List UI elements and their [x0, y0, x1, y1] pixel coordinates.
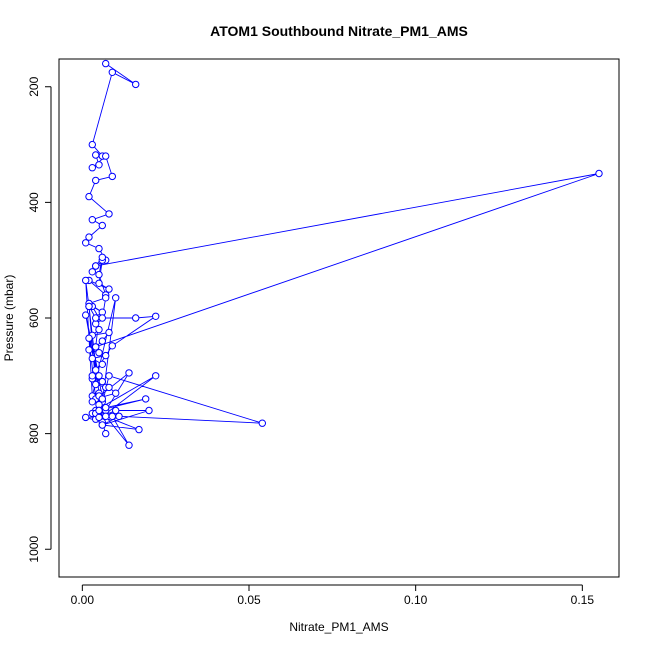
- data-point: [88, 398, 97, 406]
- data-point: [98, 377, 107, 386]
- data-point: [95, 406, 103, 415]
- data-point: [98, 221, 107, 230]
- data-point: [92, 176, 100, 185]
- data-point: [595, 169, 603, 178]
- data-point: [92, 343, 100, 351]
- data-point: [102, 152, 110, 160]
- data-point: [88, 164, 97, 172]
- data-point: [88, 216, 97, 224]
- data-point: [98, 360, 107, 368]
- data-point: [102, 294, 110, 302]
- data-point: [108, 172, 117, 181]
- data-point: [82, 239, 90, 247]
- data-point: [92, 314, 100, 322]
- data-point: [112, 406, 120, 415]
- data-point: [108, 412, 117, 420]
- data-point: [108, 342, 117, 350]
- series-line: [85, 63, 600, 446]
- data-point: [125, 441, 133, 449]
- plot-area: [82, 59, 603, 449]
- data-point: [105, 285, 113, 293]
- data-point: [85, 334, 93, 342]
- data-point: [95, 413, 103, 422]
- x-axis-label: Nitrate_PM1_AMS: [289, 620, 388, 634]
- y-tick-label: 400: [27, 192, 41, 212]
- data-point: [112, 294, 120, 302]
- data-point: [88, 372, 97, 380]
- data-point: [102, 351, 110, 360]
- x-tick-label: 0.10: [404, 593, 428, 607]
- data-point: [108, 68, 117, 77]
- data-point: [102, 412, 110, 420]
- y-tick-label: 800: [27, 423, 41, 443]
- data-point: [92, 151, 100, 159]
- data-point: [95, 244, 103, 253]
- data-point: [105, 328, 113, 337]
- data-point: [98, 314, 107, 322]
- y-axis-label: Pressure (mbar): [2, 275, 16, 362]
- data-point: [125, 369, 133, 377]
- y-tick-label: 200: [27, 76, 41, 96]
- data-point: [135, 425, 143, 434]
- data-point: [92, 366, 100, 374]
- data-point: [85, 233, 93, 241]
- data-point: [98, 421, 107, 429]
- data-point: [82, 276, 90, 285]
- data-point: [85, 346, 93, 354]
- data-point: [258, 419, 266, 427]
- data-point: [95, 372, 103, 380]
- data-point: [92, 380, 100, 389]
- chart-title: ATOM1 Southbound Nitrate_PM1_AMS: [210, 23, 468, 39]
- data-point: [102, 59, 110, 68]
- data-point: [105, 383, 113, 392]
- data-point: [95, 325, 103, 334]
- x-tick-label: 0.05: [237, 593, 261, 607]
- data-point: [98, 337, 107, 345]
- data-point: [102, 403, 110, 412]
- data-point: [115, 412, 123, 420]
- data-point: [105, 210, 113, 218]
- data-point: [95, 349, 103, 357]
- y-tick-label: 600: [27, 308, 41, 328]
- y-tick-label: 1000: [27, 536, 41, 563]
- data-point: [152, 372, 160, 380]
- data-point: [95, 270, 103, 279]
- data-point: [88, 268, 97, 276]
- data-point: [95, 279, 103, 287]
- data-point: [152, 312, 160, 320]
- data-point: [102, 429, 110, 438]
- data-point: [98, 395, 107, 403]
- data-point: [88, 354, 97, 363]
- data-point: [88, 140, 97, 149]
- data-point: [98, 253, 107, 261]
- data-point: [85, 302, 93, 311]
- x-tick-label: 0.00: [71, 593, 95, 607]
- data-point: [145, 406, 153, 415]
- x-axis: 0.00 0.05 0.10 0.15: [71, 584, 595, 607]
- data-point: [95, 161, 103, 169]
- y-axis: 200 400 600 800 1000: [27, 76, 52, 563]
- plot-frame: [58, 58, 620, 578]
- data-point: [85, 192, 93, 201]
- data-point: [82, 413, 90, 422]
- data-point: [132, 80, 140, 89]
- data-point: [82, 311, 90, 319]
- data-point: [92, 262, 100, 270]
- x-tick-label: 0.15: [571, 593, 595, 607]
- data-point: [105, 372, 113, 380]
- data-point: [142, 395, 150, 403]
- data-point: [112, 389, 120, 397]
- data-point: [132, 314, 140, 322]
